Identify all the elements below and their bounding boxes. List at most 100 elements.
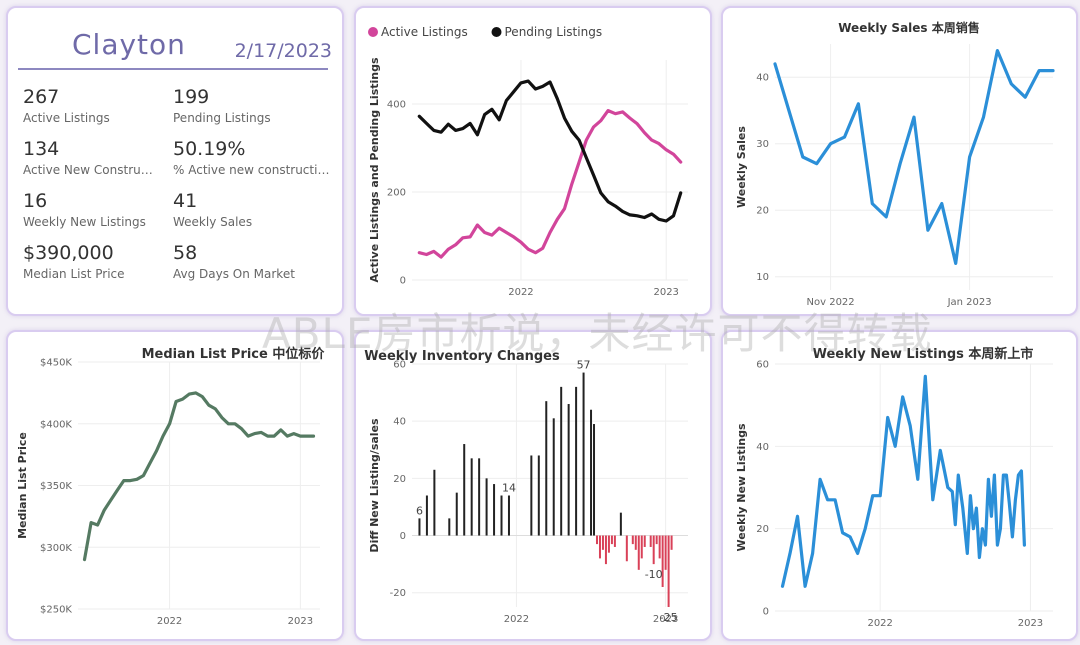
kpi-avg-days-on-market: 58 Avg Days On Market [173, 242, 323, 281]
x-tick-label: 2022 [867, 618, 892, 629]
kpi-label: Median List Price [23, 267, 125, 281]
y-tick-label: 40 [393, 417, 406, 428]
x-tick-label: 2023 [653, 614, 678, 625]
bar [667, 535, 670, 607]
legend-marker [368, 27, 378, 37]
y-tick-label: 60 [393, 360, 406, 371]
y-axis-label: Active Listings and Pending Listings [368, 57, 381, 283]
y-tick-label: 20 [756, 206, 769, 217]
kpi-value: 41 [173, 190, 198, 212]
y-tick-label: 20 [393, 474, 406, 485]
y-tick-label: $400K [40, 419, 72, 430]
data-label: 57 [577, 359, 591, 372]
bar [649, 535, 652, 547]
city-title: Clayton [72, 28, 186, 61]
y-tick-label: $450K [40, 358, 72, 369]
kpi-value: 16 [23, 190, 48, 212]
y-tick-label: 30 [756, 139, 769, 150]
kpi-label: Pending Listings [173, 111, 271, 125]
bar [590, 409, 593, 536]
bar [567, 404, 570, 536]
bar [643, 535, 646, 547]
inventory-chart-panel: 2022 2023 -20 0 20 40 60 Diff New Listing/sales… [354, 330, 712, 641]
bar [601, 535, 604, 550]
kpi-median-list-price: $390,000 Median List Price [23, 242, 173, 281]
bar [582, 372, 585, 536]
kpi-label: Weekly New Listings [23, 215, 146, 229]
y-axis-label: Weekly New Listings [735, 423, 748, 551]
kpi-value: 199 [173, 86, 210, 108]
bar [545, 401, 548, 536]
bar [664, 535, 667, 570]
series-line-weekly-sales [773, 48, 1055, 265]
report-date: 2/17/2023 [234, 40, 332, 62]
x-tick-label: Jan 2023 [947, 297, 992, 308]
kpi-value: 50.19% [173, 138, 246, 160]
legend-label: Active Listings [381, 25, 468, 39]
bar [537, 455, 540, 536]
bar [655, 535, 658, 545]
x-tick-label: 2022 [504, 614, 529, 625]
bar [500, 495, 503, 536]
bar [670, 535, 673, 550]
bar [604, 535, 607, 565]
bar [448, 518, 451, 536]
kpi-weekly-new-listings: 16 Weekly New Listings [23, 190, 173, 229]
kpi-value: 267 [23, 86, 60, 108]
y-tick-label: $250K [40, 605, 72, 616]
bar [658, 535, 661, 559]
weekly-sales-chart: Nov 2022 Jan 2023 10 20 30 40 Weekly Sales Week… [735, 20, 1055, 308]
bar [593, 424, 596, 536]
x-tick-label: 2023 [1018, 618, 1043, 629]
y-tick-label: 400 [387, 100, 406, 111]
kpi-label: Avg Days On Market [173, 267, 295, 281]
bar [631, 535, 634, 545]
chart-title: Weekly New Listings 本周新上市 [813, 346, 1034, 362]
kpi-label: Active Listings [23, 111, 110, 125]
x-tick-label: Nov 2022 [807, 297, 855, 308]
y-tick-label: -20 [390, 588, 406, 599]
kpi-label: Active New Construction Listings [23, 163, 155, 177]
kpi-value: $390,000 [23, 242, 114, 264]
y-tick-label: $350K [40, 481, 72, 492]
newlistings-chart-panel: 2022 2023 0 20 40 60 Weekly New Listings Weekly… [721, 330, 1078, 641]
sales-chart-panel: Nov 2022 Jan 2023 10 20 30 40 Weekly Sales Week… [721, 6, 1078, 316]
kpi-weekly-sales: 41 Weekly Sales [173, 190, 323, 229]
data-label: 6 [416, 504, 423, 517]
bar [493, 484, 496, 536]
kpi-pct-new-construction: 50.19% % Active new constructions [173, 138, 333, 177]
kpi-label: Weekly Sales [173, 215, 253, 229]
y-tick-label: 0 [763, 607, 769, 618]
y-tick-label: 60 [756, 360, 769, 371]
median-chart-panel: 2022 2023 $250K $300K $350K $400K $450K Median … [6, 330, 344, 641]
bar [463, 444, 466, 536]
legend-marker [491, 27, 502, 37]
bar [530, 455, 533, 536]
bar [637, 535, 640, 570]
bar [425, 495, 428, 536]
chart-title: Weekly Inventory Changes [364, 349, 560, 364]
bar [619, 512, 622, 536]
series-line-median-list-price [82, 391, 316, 562]
kpi-pending-listings: 199 Pending Listings [173, 86, 323, 125]
kpi-value: 134 [23, 138, 60, 160]
kpi-active-listings: 267 Active Listings [23, 86, 173, 125]
y-tick-label: 0 [400, 276, 406, 287]
x-tick-label: 2023 [288, 616, 313, 627]
x-tick-label: 2023 [653, 287, 678, 298]
bar [613, 535, 616, 547]
bar [418, 518, 421, 536]
bar [634, 535, 637, 550]
kpi-value: 58 [173, 242, 198, 264]
data-label: -25 [660, 611, 678, 624]
y-tick-label: 0 [400, 531, 406, 542]
y-tick-label: 20 [756, 524, 769, 535]
bar [625, 535, 628, 562]
bar [478, 458, 481, 536]
bar [552, 418, 555, 536]
y-tick-label: 200 [387, 188, 406, 199]
y-axis-label: Diff New Listing/sales [368, 418, 381, 553]
series-line-pending-listings [417, 79, 683, 223]
bar [560, 386, 563, 536]
x-tick-label: 2022 [157, 616, 182, 627]
